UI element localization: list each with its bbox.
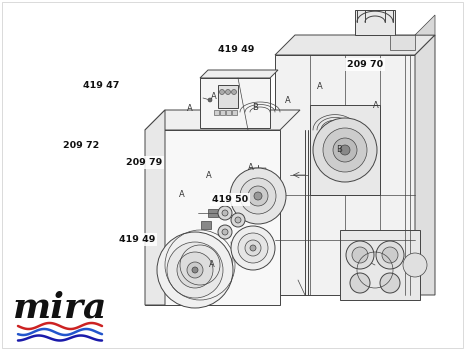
Bar bbox=[232, 110, 237, 115]
Circle shape bbox=[232, 90, 237, 95]
Polygon shape bbox=[145, 130, 280, 305]
Circle shape bbox=[208, 98, 212, 102]
Circle shape bbox=[231, 213, 245, 227]
Bar bbox=[220, 110, 225, 115]
Circle shape bbox=[382, 247, 398, 263]
Circle shape bbox=[238, 233, 268, 263]
Text: 419 47: 419 47 bbox=[83, 81, 120, 90]
Circle shape bbox=[376, 241, 404, 269]
Circle shape bbox=[346, 241, 374, 269]
Text: A: A bbox=[211, 92, 217, 101]
Text: 419 50: 419 50 bbox=[212, 195, 248, 204]
Text: A: A bbox=[206, 170, 211, 180]
Polygon shape bbox=[275, 55, 415, 295]
Circle shape bbox=[313, 118, 377, 182]
Circle shape bbox=[350, 273, 370, 293]
Text: 419 49: 419 49 bbox=[218, 44, 254, 54]
Text: 209 72: 209 72 bbox=[63, 141, 100, 150]
Bar bbox=[226, 110, 231, 115]
Circle shape bbox=[248, 186, 268, 206]
Circle shape bbox=[254, 192, 262, 200]
Polygon shape bbox=[250, 168, 266, 180]
Circle shape bbox=[340, 145, 350, 155]
Polygon shape bbox=[201, 221, 211, 229]
Circle shape bbox=[218, 206, 232, 220]
Circle shape bbox=[245, 240, 261, 256]
Text: 419 49: 419 49 bbox=[119, 235, 155, 244]
Bar bbox=[214, 110, 219, 115]
Text: 209 70: 209 70 bbox=[347, 60, 383, 69]
Polygon shape bbox=[415, 15, 435, 35]
Circle shape bbox=[333, 138, 357, 162]
Circle shape bbox=[240, 178, 276, 214]
Text: A: A bbox=[179, 190, 184, 199]
Circle shape bbox=[235, 217, 241, 223]
Text: B: B bbox=[252, 103, 258, 112]
Text: A: A bbox=[373, 101, 379, 110]
Polygon shape bbox=[200, 70, 278, 78]
Text: 209 79: 209 79 bbox=[126, 158, 162, 167]
Polygon shape bbox=[310, 105, 380, 195]
Circle shape bbox=[167, 242, 223, 298]
Polygon shape bbox=[390, 35, 415, 50]
Circle shape bbox=[222, 229, 228, 235]
Polygon shape bbox=[415, 35, 435, 295]
Polygon shape bbox=[145, 110, 165, 305]
Circle shape bbox=[187, 262, 203, 278]
Circle shape bbox=[323, 128, 367, 172]
Circle shape bbox=[380, 273, 400, 293]
Circle shape bbox=[157, 232, 233, 308]
Circle shape bbox=[222, 210, 228, 216]
Circle shape bbox=[219, 90, 225, 95]
Polygon shape bbox=[275, 35, 435, 55]
Polygon shape bbox=[340, 230, 420, 300]
Text: A: A bbox=[286, 96, 291, 105]
Text: A: A bbox=[187, 104, 193, 113]
Circle shape bbox=[352, 247, 368, 263]
Text: A: A bbox=[209, 260, 214, 269]
Text: B: B bbox=[337, 145, 342, 154]
Text: mira: mira bbox=[13, 291, 107, 325]
Circle shape bbox=[226, 90, 231, 95]
Circle shape bbox=[177, 252, 213, 288]
Circle shape bbox=[218, 225, 232, 239]
Text: A: A bbox=[317, 82, 323, 91]
Circle shape bbox=[230, 168, 286, 224]
Circle shape bbox=[250, 245, 256, 251]
Text: A: A bbox=[248, 163, 254, 173]
Circle shape bbox=[403, 253, 427, 277]
Polygon shape bbox=[145, 110, 300, 130]
Polygon shape bbox=[355, 10, 395, 35]
Polygon shape bbox=[200, 78, 270, 128]
Circle shape bbox=[192, 267, 198, 273]
Polygon shape bbox=[208, 209, 218, 217]
Circle shape bbox=[231, 226, 275, 270]
Polygon shape bbox=[218, 85, 238, 108]
